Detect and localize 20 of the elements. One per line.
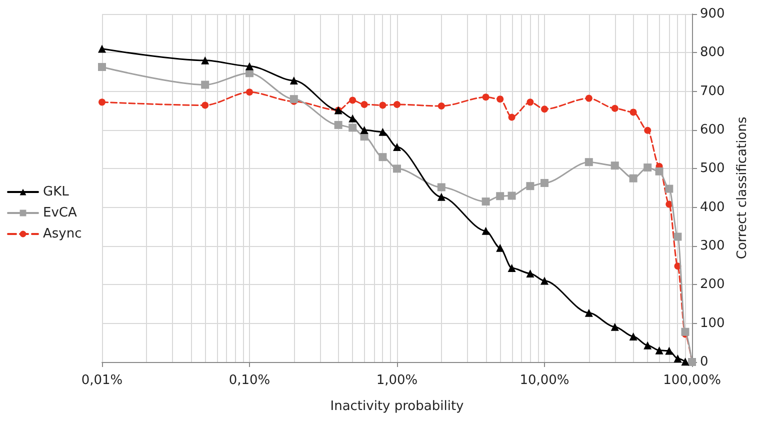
x-tick-label: 100,00% (663, 373, 721, 388)
y-tick-label: 200 (700, 277, 725, 292)
x-tick-label: 0,10% (228, 373, 270, 388)
legend-label: GKL (43, 184, 70, 200)
x-tick-label: 1,00% (376, 373, 418, 388)
x-tick-label: 0,01% (81, 373, 123, 388)
y-tick-label: 800 (700, 45, 725, 60)
y-tick-label: 600 (700, 122, 725, 138)
y-axis-title: Correct classifications (735, 116, 750, 260)
x-tick-label: 10,00% (520, 373, 570, 388)
legend-label: EvCA (43, 206, 77, 220)
y-tick-label: 400 (700, 200, 725, 215)
x-axis-title: Inactivity probability (330, 399, 464, 414)
y-tick-label: 0 (700, 354, 708, 370)
y-tick-label: 700 (700, 84, 725, 99)
y-tick-label: 900 (700, 6, 725, 22)
y-tick-label: 300 (700, 238, 725, 254)
y-tick-label: 100 (700, 316, 725, 331)
legend-label: Async (43, 226, 82, 242)
y-tick-label: 500 (700, 161, 725, 176)
